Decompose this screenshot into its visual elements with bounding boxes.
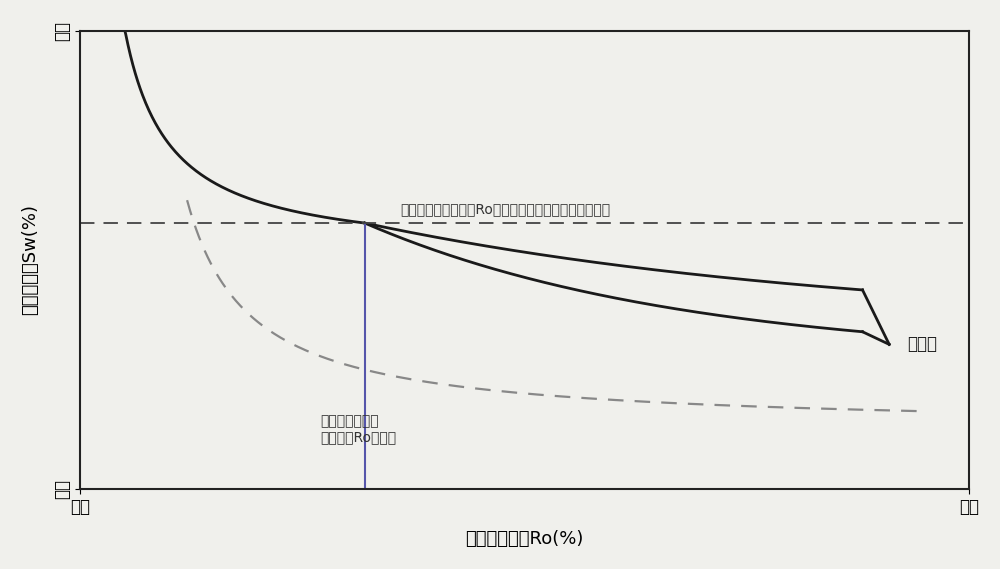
X-axis label: 有机质成熟度Ro(%): 有机质成熟度Ro(%): [466, 530, 584, 548]
Text: 获得商业油气产
量对应的Ro下限值: 获得商业油气产 量对应的Ro下限值: [320, 414, 397, 444]
Y-axis label: 含水饱和度Sw(%): 含水饱和度Sw(%): [21, 204, 39, 315]
Text: 包络线: 包络线: [907, 335, 937, 353]
Text: 获得商业油气产量的Ro下限值对应的含水饱和度上限值: 获得商业油气产量的Ro下限值对应的含水饱和度上限值: [400, 202, 611, 216]
